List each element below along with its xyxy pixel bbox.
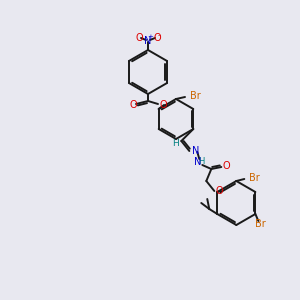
Text: Br: Br: [255, 219, 266, 229]
Text: H: H: [172, 139, 179, 148]
Text: N: N: [192, 146, 199, 156]
Text: +: +: [147, 34, 153, 40]
Text: H: H: [198, 158, 205, 166]
Text: -: -: [158, 32, 160, 38]
Text: O: O: [159, 100, 167, 110]
Text: O: O: [223, 161, 230, 171]
Text: O: O: [135, 33, 143, 43]
Text: O: O: [153, 33, 161, 43]
Text: Br: Br: [190, 91, 201, 101]
Text: N: N: [144, 36, 152, 46]
Text: O: O: [129, 100, 137, 110]
Text: N: N: [194, 157, 201, 167]
Text: Br: Br: [249, 173, 260, 183]
Text: O: O: [215, 186, 223, 196]
